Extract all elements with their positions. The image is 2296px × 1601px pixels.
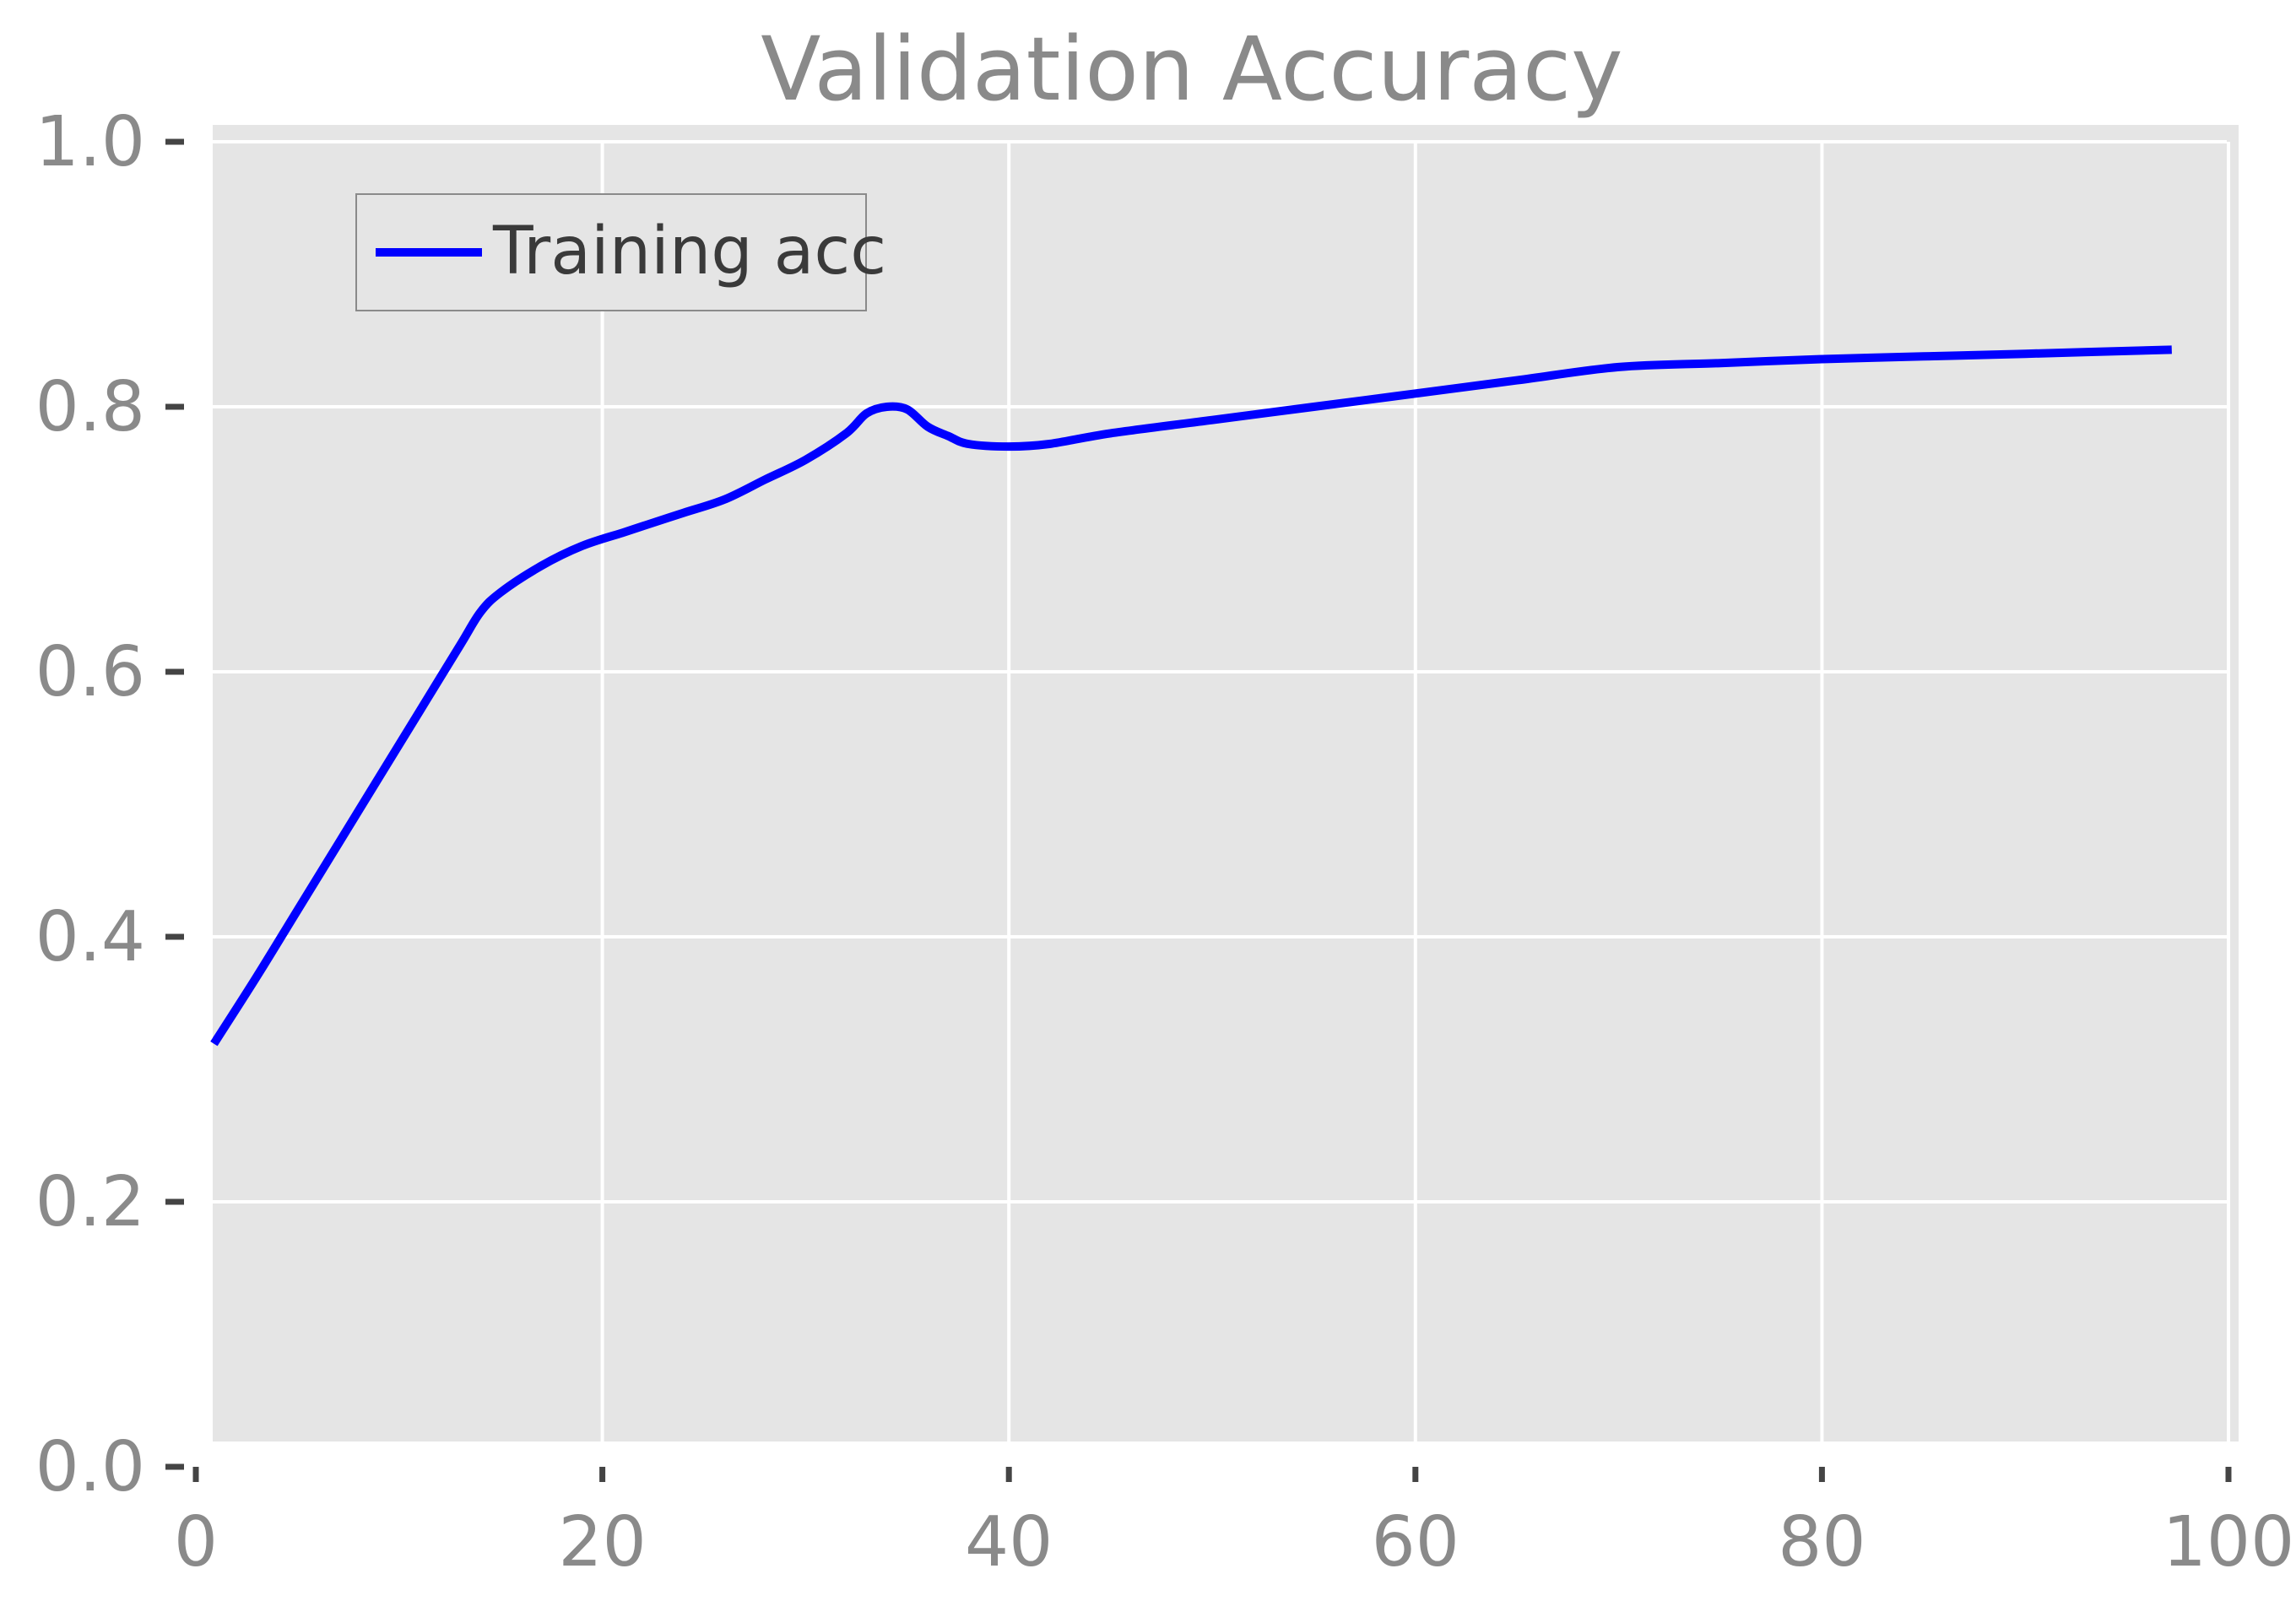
x-tick-label-40: 40 xyxy=(965,1502,1053,1582)
series-layer xyxy=(210,345,2172,1047)
series-line-training-acc xyxy=(210,345,2172,1047)
grid-lines xyxy=(213,140,2230,1441)
x-tick-label-20: 20 xyxy=(558,1502,646,1582)
legend-label-training-acc: Training acc xyxy=(492,214,886,289)
y-tick-label-0.2: 0.2 xyxy=(35,1162,145,1242)
y-tick-label-1.0: 1.0 xyxy=(35,102,145,182)
y-tick-label-0.0: 0.0 xyxy=(35,1427,145,1507)
x-tick-label-100: 100 xyxy=(2163,1502,2295,1582)
axis-ticks: 0 20 40 60 80 100 0.0 0.2 0.4 0.6 0.8 1.0 xyxy=(35,102,2295,1582)
x-tick-label-80: 80 xyxy=(1778,1502,1866,1582)
y-tick-label-0.8: 0.8 xyxy=(35,367,145,447)
x-tick-label-0: 0 xyxy=(174,1502,218,1582)
y-tick-label-0.4: 0.4 xyxy=(35,897,145,977)
plot-background xyxy=(213,125,2239,1441)
x-tick-label-60: 60 xyxy=(1372,1502,1459,1582)
y-tick-label-0.6: 0.6 xyxy=(35,632,145,712)
legend: Training acc xyxy=(355,193,886,311)
chart-title: Validation Accuracy xyxy=(761,18,1622,121)
